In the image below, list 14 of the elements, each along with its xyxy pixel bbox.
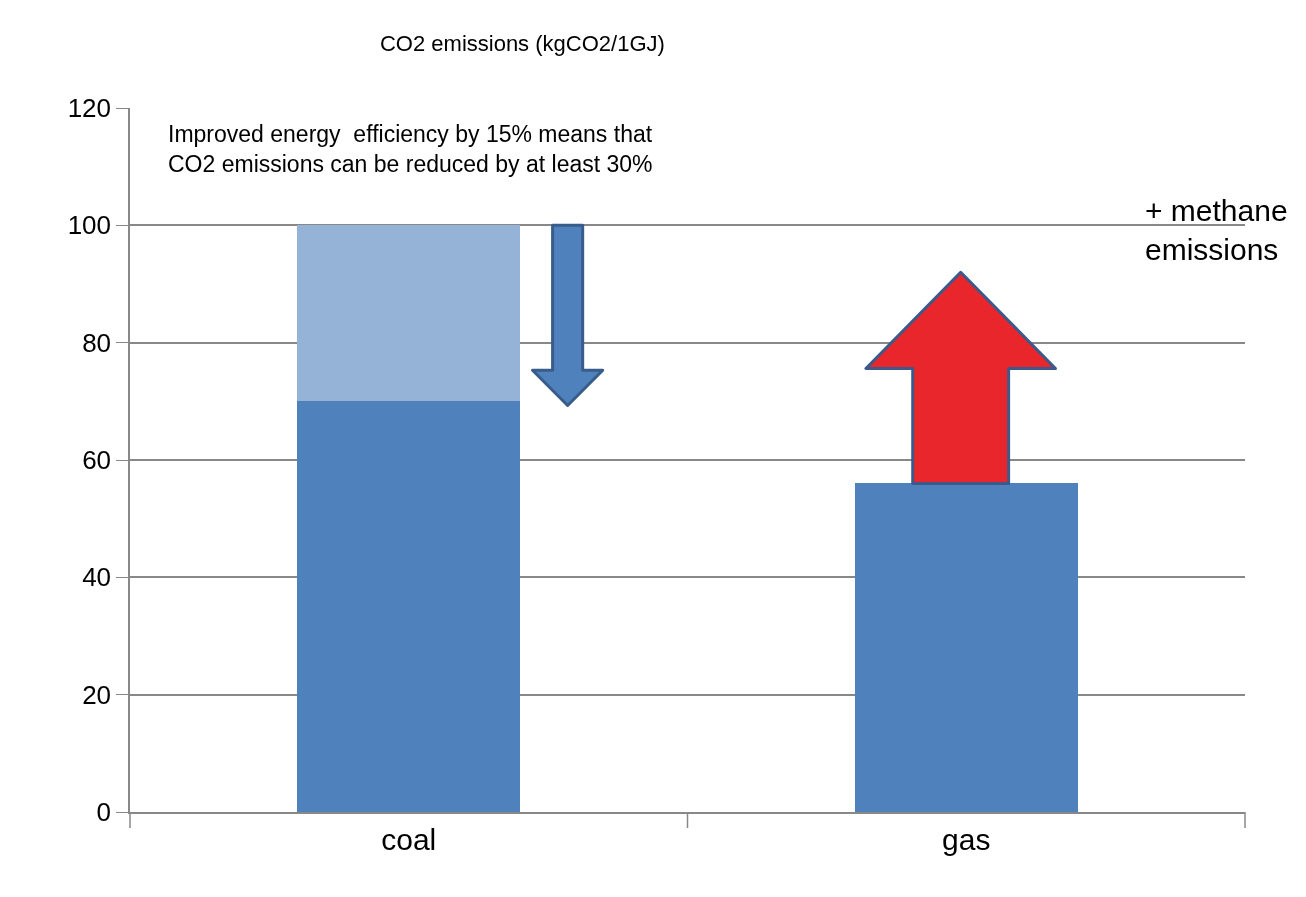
chart-title: CO2 emissions (kgCO2/1GJ) — [379, 31, 665, 57]
x-tick-label: coal — [381, 822, 437, 856]
y-tick-label: 100 — [67, 210, 112, 241]
y-tick-label: 120 — [67, 93, 112, 124]
y-tick-label: 80 — [82, 327, 112, 358]
annotation: + methane emissions — [1145, 194, 1288, 266]
bar — [297, 401, 521, 812]
y-tick-label: 60 — [82, 445, 112, 476]
annotation: Improved energy efficiency by 15% means that CO2 emissions can be reduced by at least 30% — [168, 121, 653, 177]
y-tick-label: 0 — [96, 797, 112, 828]
bar — [297, 225, 521, 402]
x-tick-label: gas — [942, 822, 991, 856]
y-tick-label: 40 — [82, 562, 112, 593]
y-tick-label: 20 — [82, 679, 112, 710]
